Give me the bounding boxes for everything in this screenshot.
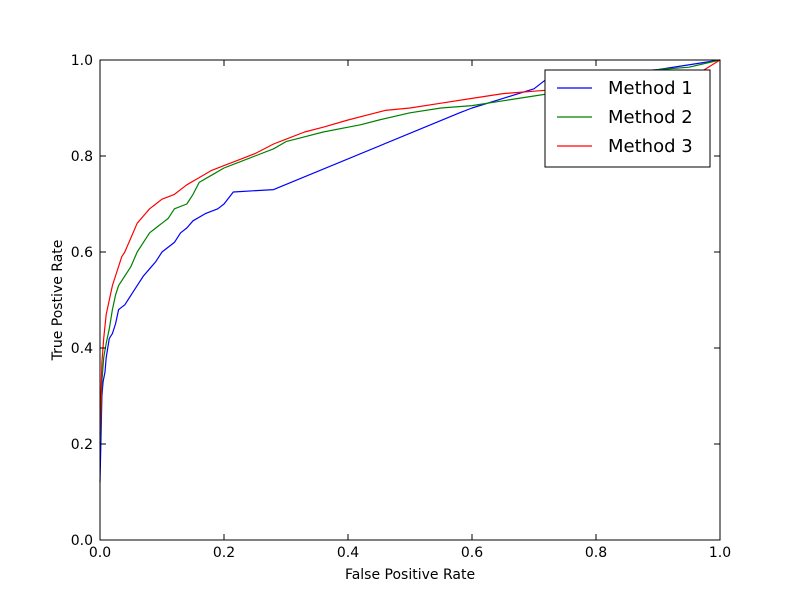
series-line-method-3 (99, 59, 721, 435)
y-tick-label: 0.4 (71, 341, 93, 357)
x-tick-label: 0.4 (337, 545, 359, 561)
legend-label: Method 2 (608, 107, 693, 128)
series-line-method-2 (99, 59, 721, 445)
y-tick-label: 1.0 (71, 53, 93, 69)
ticks-layer: 0.0 0.2 0.4 0.6 0.8 1.0 0.0 0.2 0.4 0.6 0.8 1.0 (71, 53, 731, 561)
x-tick-label: 0.0 (89, 545, 111, 561)
y-tick-label: 0.6 (71, 245, 93, 261)
y-tick-label: 0.0 (71, 533, 93, 549)
legend-label: Method 1 (608, 78, 693, 99)
y-tick-label: 0.2 (71, 437, 93, 453)
x-tick-label: 1.0 (709, 545, 731, 561)
legend: Method 1 Method 2 Method 3 (544, 69, 711, 168)
series-layer (99, 59, 721, 483)
plot-frame (99, 59, 721, 541)
x-tick-label: 0.6 (461, 545, 483, 561)
y-tick-label: 0.8 (71, 149, 93, 165)
x-tick-label: 0.8 (585, 545, 607, 561)
y-axis-title: True Postive Rate (50, 240, 66, 362)
x-axis-title: False Positive Rate (345, 567, 475, 583)
legend-label: Method 3 (608, 136, 693, 157)
x-tick-label: 0.2 (213, 545, 235, 561)
legend-box (544, 69, 711, 168)
